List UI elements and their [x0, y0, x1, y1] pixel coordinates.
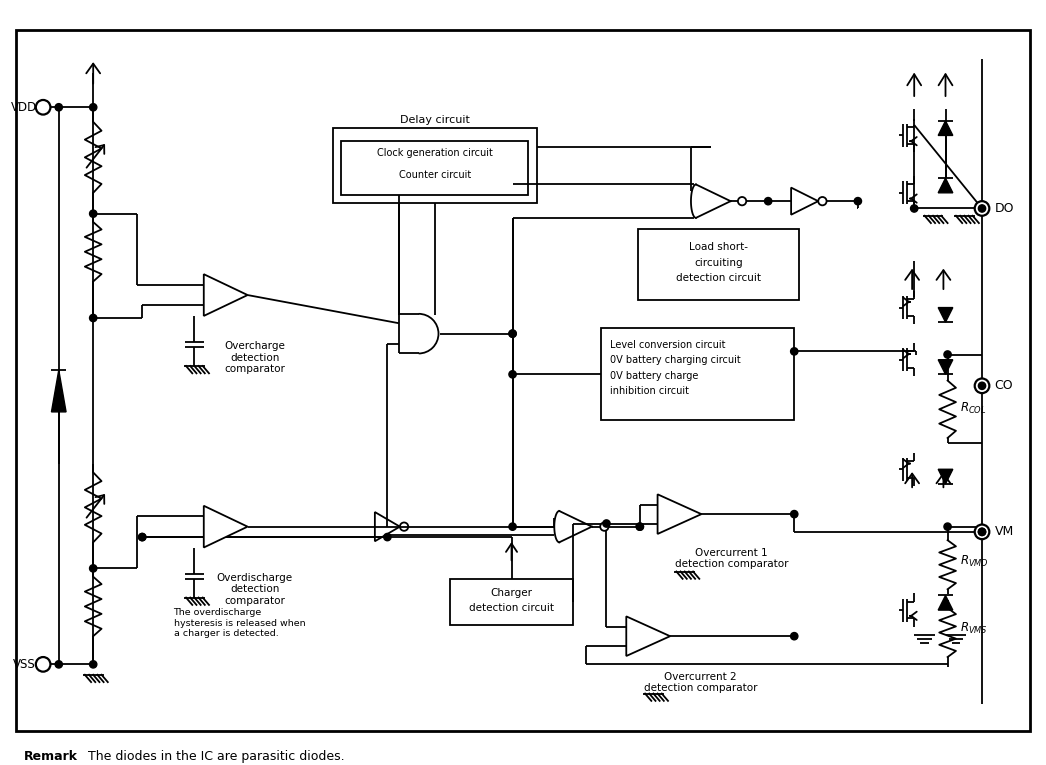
Polygon shape: [204, 506, 248, 548]
Text: Load short-: Load short-: [689, 242, 748, 252]
Circle shape: [636, 523, 643, 530]
Polygon shape: [51, 370, 66, 412]
Text: The overdischarge: The overdischarge: [174, 608, 262, 617]
Circle shape: [138, 533, 145, 541]
Circle shape: [138, 533, 145, 541]
Circle shape: [791, 348, 798, 355]
Circle shape: [602, 520, 610, 527]
Circle shape: [36, 100, 50, 115]
Polygon shape: [658, 494, 702, 534]
Text: Overcharge: Overcharge: [225, 341, 286, 351]
Circle shape: [90, 565, 97, 572]
Text: a charger is detected.: a charger is detected.: [174, 629, 278, 638]
Text: detection: detection: [230, 584, 279, 594]
Polygon shape: [938, 178, 953, 193]
Circle shape: [90, 210, 97, 217]
Text: detection comparator: detection comparator: [675, 559, 789, 569]
Polygon shape: [791, 187, 818, 215]
Text: $R_{COL}$: $R_{COL}$: [960, 401, 986, 416]
Circle shape: [911, 205, 917, 212]
Text: Overcurrent 1: Overcurrent 1: [696, 548, 768, 558]
Circle shape: [36, 657, 50, 672]
Text: comparator: comparator: [225, 364, 286, 374]
Circle shape: [818, 197, 826, 205]
Text: VDD: VDD: [12, 101, 38, 114]
Text: −: −: [661, 498, 672, 511]
Bar: [333, 128, 537, 203]
Text: circuiting: circuiting: [695, 258, 743, 268]
Polygon shape: [204, 274, 248, 316]
Text: detection circuit: detection circuit: [676, 273, 761, 283]
Text: +: +: [630, 641, 639, 651]
Polygon shape: [938, 308, 953, 322]
Text: $R_{VMD}$: $R_{VMD}$: [960, 554, 988, 568]
Bar: [601, 328, 794, 420]
Bar: [638, 230, 799, 301]
Polygon shape: [938, 360, 953, 374]
Text: VM: VM: [995, 526, 1014, 539]
Text: Level conversion circuit: Level conversion circuit: [610, 340, 725, 350]
Circle shape: [509, 371, 517, 378]
Text: inhibition circuit: inhibition circuit: [610, 386, 688, 396]
Text: Overcurrent 2: Overcurrent 2: [664, 672, 736, 682]
Circle shape: [943, 351, 951, 358]
Circle shape: [765, 197, 772, 205]
Circle shape: [978, 205, 985, 212]
Circle shape: [400, 522, 408, 531]
Circle shape: [509, 330, 517, 337]
Text: detection circuit: detection circuit: [469, 603, 554, 613]
Text: +: +: [207, 280, 217, 290]
Text: hysteresis is released when: hysteresis is released when: [174, 619, 305, 628]
Text: VSS: VSS: [13, 658, 36, 671]
Text: Remark: Remark: [24, 750, 78, 763]
Circle shape: [55, 103, 63, 111]
Text: detection: detection: [230, 353, 279, 363]
Text: detection comparator: detection comparator: [643, 683, 757, 694]
Circle shape: [509, 330, 517, 337]
Circle shape: [791, 510, 798, 518]
Polygon shape: [938, 121, 953, 135]
Text: 0V battery charge: 0V battery charge: [610, 372, 698, 382]
Text: +: +: [661, 519, 670, 529]
Text: −: −: [630, 620, 640, 633]
Circle shape: [509, 523, 517, 530]
Circle shape: [978, 382, 985, 389]
Text: The diodes in the IC are parasitic diodes.: The diodes in the IC are parasitic diode…: [79, 750, 344, 763]
Text: Counter circuit: Counter circuit: [399, 170, 471, 180]
Circle shape: [975, 525, 990, 539]
Circle shape: [791, 633, 798, 640]
Circle shape: [975, 379, 990, 393]
Circle shape: [90, 314, 97, 321]
Circle shape: [55, 661, 63, 668]
Circle shape: [975, 201, 990, 216]
Text: −: −: [207, 299, 218, 312]
Bar: [450, 579, 573, 625]
Text: $R_{VMS}$: $R_{VMS}$: [960, 621, 988, 636]
Text: CO: CO: [995, 379, 1014, 392]
Polygon shape: [374, 512, 400, 542]
Text: Overdischarge: Overdischarge: [217, 573, 293, 583]
Circle shape: [978, 528, 985, 535]
Text: Charger: Charger: [491, 588, 532, 598]
Polygon shape: [938, 469, 953, 484]
Text: DO: DO: [995, 202, 1014, 215]
Circle shape: [90, 103, 97, 111]
Polygon shape: [938, 595, 953, 610]
Circle shape: [384, 533, 391, 541]
Bar: [341, 141, 528, 195]
Text: −: −: [207, 531, 218, 544]
Circle shape: [943, 523, 951, 530]
Text: Delay circuit: Delay circuit: [400, 115, 470, 125]
Polygon shape: [627, 617, 670, 656]
Circle shape: [855, 197, 862, 205]
Text: comparator: comparator: [225, 596, 286, 606]
Circle shape: [978, 528, 985, 535]
Circle shape: [90, 661, 97, 668]
Text: +: +: [207, 511, 217, 521]
Text: Clock generation circuit: Clock generation circuit: [377, 148, 493, 158]
Text: 0V battery charging circuit: 0V battery charging circuit: [610, 355, 741, 365]
Circle shape: [636, 523, 643, 530]
Circle shape: [600, 522, 609, 531]
Circle shape: [737, 197, 746, 205]
